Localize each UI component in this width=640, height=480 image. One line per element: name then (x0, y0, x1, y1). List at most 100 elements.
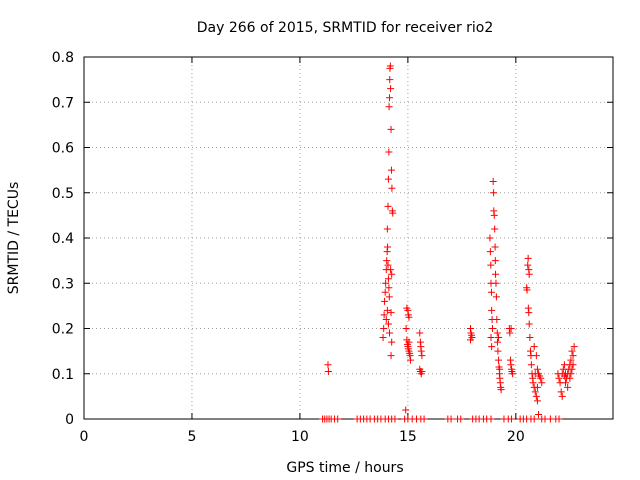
data-point (532, 392, 540, 400)
data-point (384, 275, 392, 283)
data-point (491, 257, 499, 265)
data-point (531, 370, 539, 378)
data-point (524, 254, 532, 262)
data-point (530, 415, 538, 423)
data-point (384, 175, 392, 183)
data-point (416, 329, 424, 337)
data-point (568, 347, 576, 355)
data-point (555, 374, 563, 382)
data-point (492, 279, 500, 287)
data-point (487, 415, 495, 423)
data-point (491, 243, 499, 251)
data-point (383, 257, 391, 265)
data-point (384, 243, 392, 251)
data-point (386, 62, 394, 70)
data-point (486, 234, 494, 242)
data-point (385, 103, 393, 111)
data-point (532, 352, 540, 360)
data-point (487, 288, 495, 296)
x-tick-label: 5 (187, 429, 196, 445)
chart-title: Day 266 of 2015, SRMTID for receiver rio… (197, 20, 494, 36)
data-point (530, 343, 538, 351)
y-tick-label: 0.4 (52, 231, 74, 247)
data-point (489, 177, 497, 185)
data-point (383, 225, 391, 233)
data-point (527, 361, 535, 369)
data-point (490, 189, 498, 197)
y-tick-label: 0.5 (52, 186, 74, 202)
y-tick-label: 0.6 (52, 141, 74, 157)
y-tick-label: 0.1 (52, 367, 74, 383)
data-point (493, 338, 501, 346)
data-point (507, 325, 515, 332)
data-point (385, 284, 393, 292)
data-point (488, 343, 496, 351)
data-point (418, 367, 426, 375)
data-point (538, 379, 546, 387)
data-point (525, 320, 533, 328)
data-point (495, 334, 503, 342)
data-point (526, 334, 534, 342)
y-tick-label: 0.3 (52, 276, 74, 292)
data-point (386, 76, 394, 84)
data-point (509, 370, 517, 378)
data-point (568, 365, 576, 373)
data-point (386, 329, 394, 337)
data-point (497, 386, 505, 394)
data-point (405, 313, 413, 321)
data-point (386, 94, 394, 102)
data-point (380, 325, 388, 332)
data-point (387, 309, 395, 317)
data-point (491, 225, 499, 233)
data-point (384, 320, 392, 328)
data-point (384, 202, 392, 210)
data-point (381, 288, 389, 296)
data-point (406, 356, 414, 364)
data-point (558, 392, 566, 400)
data-point (388, 338, 396, 346)
data-point (405, 338, 413, 346)
data-point (334, 415, 342, 423)
data-point (495, 356, 503, 364)
x-tick-label: 0 (80, 429, 89, 445)
data-point (387, 85, 395, 93)
data-point (385, 148, 393, 156)
data-point (487, 261, 495, 269)
data-point (490, 211, 498, 219)
data-point (566, 374, 574, 382)
data-point (570, 343, 578, 351)
y-tick-label: 0.8 (52, 50, 74, 66)
data-point (387, 125, 395, 133)
data-point (383, 306, 391, 314)
grid (84, 57, 613, 419)
data-point (533, 397, 541, 405)
data-points (319, 62, 578, 423)
data-point (564, 383, 572, 391)
data-point (535, 410, 543, 418)
x-tick-label: 10 (291, 429, 309, 445)
y-tick-label: 0.2 (52, 322, 74, 338)
data-point (384, 261, 392, 269)
data-point (387, 266, 395, 274)
data-point (402, 325, 410, 332)
data-point (324, 367, 332, 375)
data-point (417, 347, 425, 355)
x-tick-label: 20 (507, 429, 525, 445)
data-point (494, 347, 502, 355)
data-point (487, 334, 495, 342)
data-point (457, 415, 465, 423)
data-point (506, 329, 514, 337)
data-point (387, 166, 395, 174)
data-point (466, 336, 474, 344)
data-point (567, 370, 575, 378)
data-point (507, 361, 515, 369)
data-point (555, 415, 563, 423)
axis-ticks: 0 0.1 0.2 0.3 0.4 0.5 0.6 0.7 0.8 0 5 10 15 20 (52, 50, 613, 445)
data-point (493, 329, 501, 337)
data-point (493, 315, 501, 323)
data-point (388, 184, 396, 192)
data-point (560, 372, 568, 380)
data-point (569, 361, 577, 369)
data-point (420, 415, 428, 423)
